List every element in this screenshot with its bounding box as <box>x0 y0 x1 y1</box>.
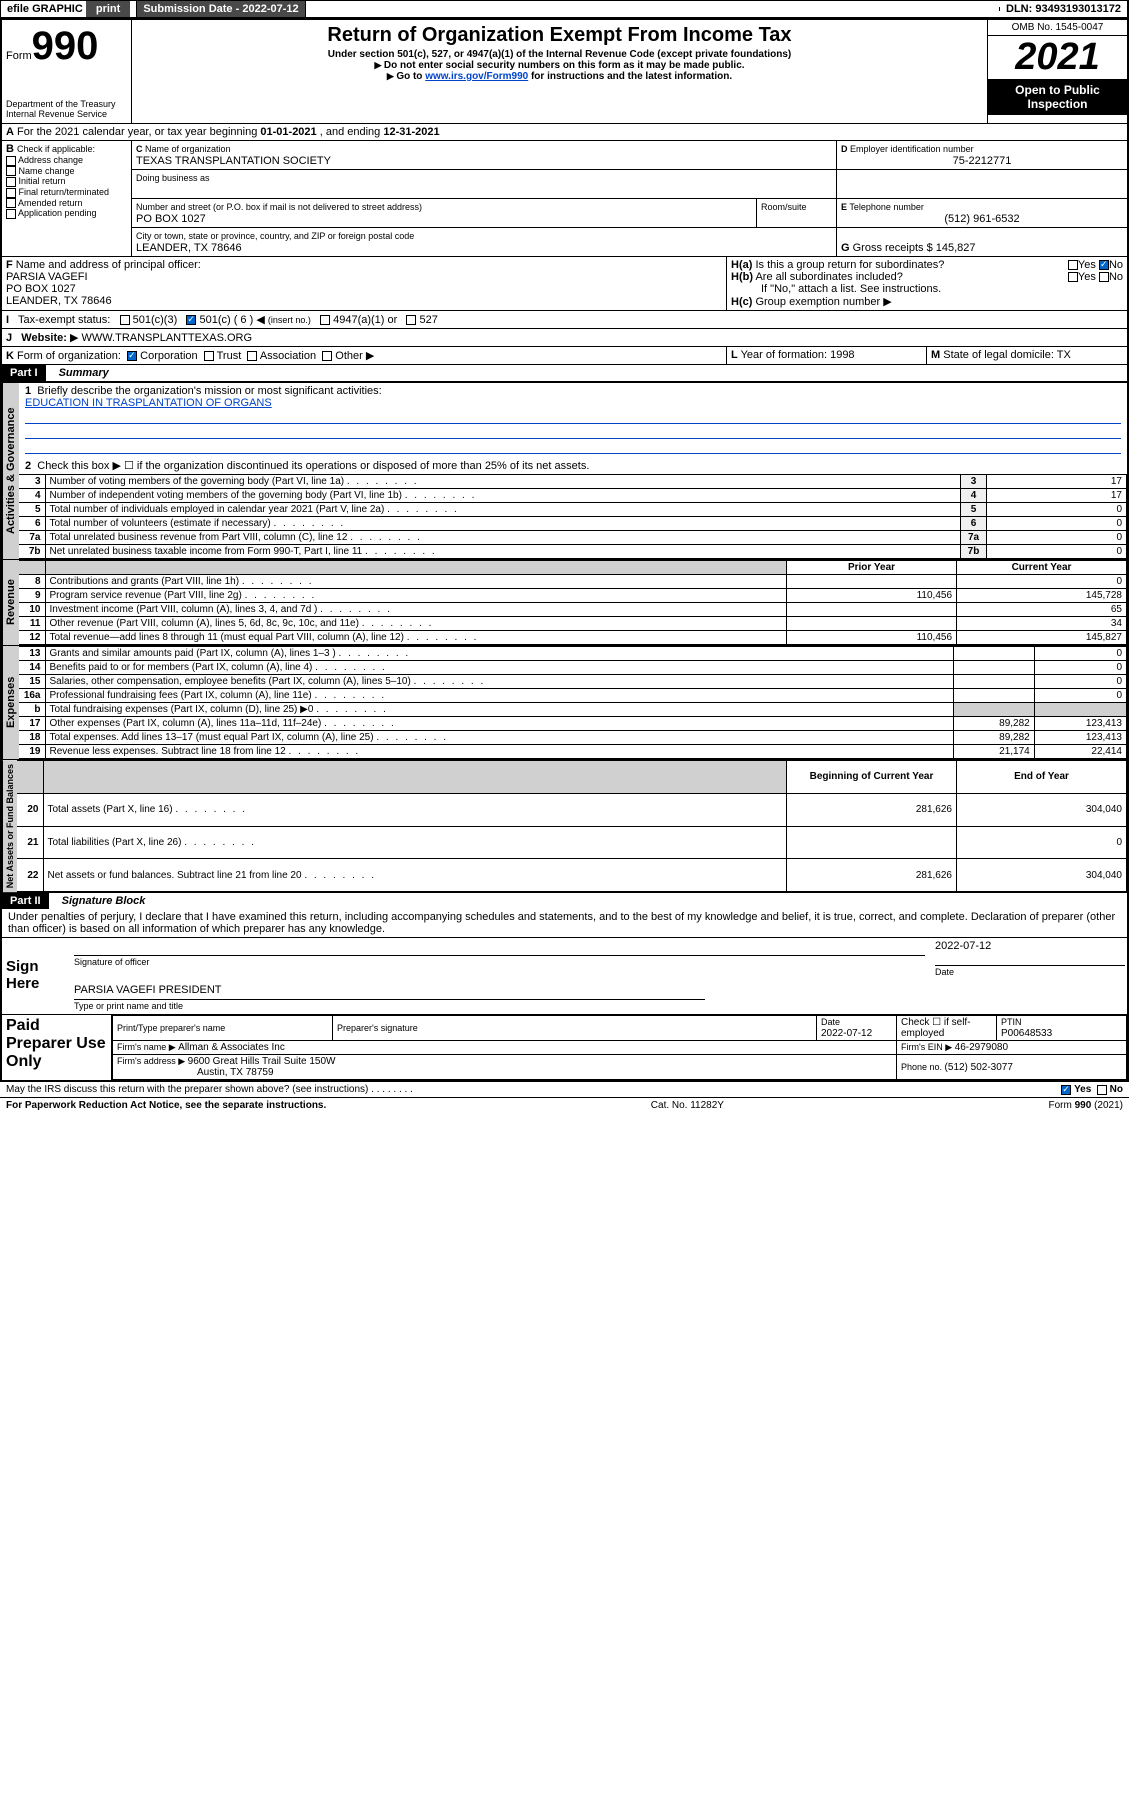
firm-phone: (512) 502-3077 <box>945 1062 1013 1073</box>
ha-yes-checkbox[interactable] <box>1068 260 1078 270</box>
part-ii: Part II Signature Block Under penalties … <box>2 892 1127 1080</box>
officer-block: F Name and address of principal officer:… <box>2 257 1127 311</box>
subtitle-3: Go to www.irs.gov/Form990 for instructio… <box>140 71 979 82</box>
trust-checkbox[interactable] <box>204 351 214 361</box>
527-checkbox[interactable] <box>406 315 416 325</box>
section-b: B Check if applicable: Address change Na… <box>2 141 132 256</box>
year-box: OMB No. 1545-0047 2021 Open to Public In… <box>987 20 1127 123</box>
revenue-table: Prior YearCurrent Year8Contributions and… <box>19 560 1127 645</box>
assoc-checkbox[interactable] <box>247 351 257 361</box>
expenses-tab: Expenses <box>2 646 19 759</box>
top-bar: efile GRAPHIC print Submission Date - 20… <box>0 0 1129 18</box>
sign-here-block: Sign Here Signature of officer 2022-07-1… <box>2 938 1127 1015</box>
governance-tab: Activities & Governance <box>2 383 19 559</box>
officer-name: PARSIA VAGEFI <box>6 271 88 283</box>
netassets-table: Beginning of Current YearEnd of Year20To… <box>17 760 1127 892</box>
phone: (512) 961-6532 <box>841 213 1123 225</box>
part-i: Part I Summary Activities & Governance 1… <box>2 365 1127 892</box>
discuss-no-checkbox[interactable] <box>1097 1085 1107 1095</box>
sign-here-label: Sign Here <box>2 938 72 1014</box>
b-option-checkbox[interactable] <box>6 156 16 166</box>
officer-name-title: PARSIA VAGEFI PRESIDENT <box>74 984 222 996</box>
hb-yes-checkbox[interactable] <box>1068 272 1078 282</box>
line-a: A For the 2021 calendar year, or tax yea… <box>2 124 1127 141</box>
ptin: P00648533 <box>1001 1028 1052 1039</box>
dept-label: Department of the Treasury <box>6 99 127 109</box>
declaration: Under penalties of perjury, I declare th… <box>2 909 1127 938</box>
netassets-tab: Net Assets or Fund Balances <box>2 760 17 892</box>
expenses-table: 13Grants and similar amounts paid (Part … <box>19 646 1127 759</box>
section-j: J Website: ▶ WWW.TRANSPLANTTEXAS.ORG <box>2 329 1127 347</box>
irs-link[interactable]: www.irs.gov/Form990 <box>425 71 528 82</box>
b-option-checkbox[interactable] <box>6 209 16 219</box>
section-e: E Telephone number (512) 961-6532 <box>837 199 1127 227</box>
4947-checkbox[interactable] <box>320 315 330 325</box>
footer-right: Form 990 (2021) <box>1049 1100 1123 1111</box>
other-checkbox[interactable] <box>322 351 332 361</box>
form-frame: Form990 Department of the Treasury Inter… <box>0 18 1129 1082</box>
discuss-yes-checkbox[interactable] <box>1061 1085 1071 1095</box>
efile-label: efile GRAPHIC print <box>1 1 137 17</box>
subtitle-1: Under section 501(c), 527, or 4947(a)(1)… <box>140 49 979 60</box>
part-ii-header: Part II <box>2 893 49 909</box>
form-number-box: Form990 Department of the Treasury Inter… <box>2 20 132 123</box>
section-f: F Name and address of principal officer:… <box>2 257 727 310</box>
website: WWW.TRANSPLANTTEXAS.ORG <box>82 332 253 344</box>
footer-mid: Cat. No. 11282Y <box>651 1100 724 1111</box>
org-name: TEXAS TRANSPLANTATION SOCIETY <box>136 155 331 167</box>
paid-preparer-label: Paid Preparer Use Only <box>2 1015 112 1080</box>
entity-block: B Check if applicable: Address change Na… <box>2 141 1127 257</box>
section-d: D Employer identification number 75-2212… <box>837 141 1127 169</box>
part-i-header: Part I <box>2 365 46 381</box>
title-box: Return of Organization Exempt From Incom… <box>132 20 987 123</box>
footer-left: For Paperwork Reduction Act Notice, see … <box>6 1100 326 1111</box>
domicile: TX <box>1057 349 1071 361</box>
discuss-row: May the IRS discuss this return with the… <box>0 1082 1129 1097</box>
org-city: LEANDER, TX 78646 <box>136 242 242 254</box>
section-g: G Gross receipts $ 145,827 <box>837 228 1127 256</box>
subtitle-2: Do not enter social security numbers on … <box>140 60 979 71</box>
omb-number: OMB No. 1545-0047 <box>988 20 1127 36</box>
form-990-number: 990 <box>32 24 99 68</box>
mission-text: EDUCATION IN TRASPLANTATION OF ORGANS <box>25 397 272 409</box>
form-header: Form990 Department of the Treasury Inter… <box>2 20 1127 124</box>
section-klm: K Form of organization: Corporation Trus… <box>2 347 1127 365</box>
ha-no-checkbox[interactable] <box>1099 260 1109 270</box>
firm-ein: 46-2979080 <box>955 1042 1008 1053</box>
year-formation: 1998 <box>830 349 854 361</box>
501c3-checkbox[interactable] <box>120 315 130 325</box>
section-i: I Tax-exempt status: 501(c)(3) 501(c) ( … <box>2 311 1127 329</box>
section-h: H(a) Is this a group return for subordin… <box>727 257 1127 310</box>
b-option-checkbox[interactable] <box>6 188 16 198</box>
paid-preparer-block: Paid Preparer Use Only Print/Type prepar… <box>2 1015 1127 1080</box>
b-option-checkbox[interactable] <box>6 177 16 187</box>
b-option-checkbox[interactable] <box>6 166 16 176</box>
footer: For Paperwork Reduction Act Notice, see … <box>0 1097 1129 1113</box>
print-button[interactable]: print <box>86 1 130 17</box>
hb-no-checkbox[interactable] <box>1099 272 1109 282</box>
submission-date: Submission Date - 2022-07-12 <box>137 1 305 17</box>
firm-name: Allman & Associates Inc <box>178 1042 285 1053</box>
irs-label: Internal Revenue Service <box>6 109 127 119</box>
corp-checkbox[interactable] <box>127 351 137 361</box>
dln: DLN: 93493193013172 <box>1000 1 1128 17</box>
spacer <box>306 7 1000 11</box>
part-ii-title: Signature Block <box>52 895 146 907</box>
b-option-checkbox[interactable] <box>6 198 16 208</box>
gross-receipts: 145,827 <box>936 242 976 254</box>
tax-year: 2021 <box>988 36 1127 79</box>
governance-table: 3Number of voting members of the governi… <box>19 474 1127 559</box>
part-i-title: Summary <box>49 367 109 379</box>
ein: 75-2212771 <box>841 155 1123 167</box>
form-title: Return of Organization Exempt From Incom… <box>140 24 979 47</box>
section-c: C Name of organization TEXAS TRANSPLANTA… <box>132 141 837 169</box>
501c-checkbox[interactable] <box>186 315 196 325</box>
form-word: Form <box>6 50 32 62</box>
org-address: PO BOX 1027 <box>136 213 206 225</box>
inspection-label: Open to Public Inspection <box>988 79 1127 115</box>
revenue-tab: Revenue <box>2 560 19 645</box>
sign-date: 2022-07-12 <box>935 940 991 952</box>
